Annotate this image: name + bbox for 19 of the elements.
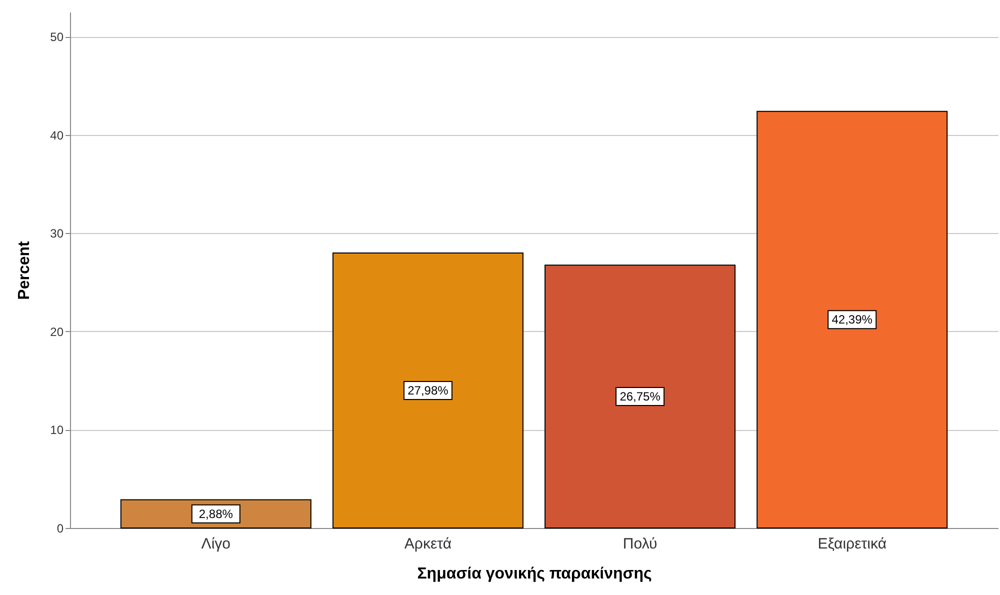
y-tick-label: 30 <box>50 226 64 241</box>
x-tick-label: Αρκετά <box>404 536 452 552</box>
x-tick-label: Εξαιρετικά <box>818 536 887 552</box>
y-tick-label: 40 <box>50 128 64 142</box>
y-tick-label: 20 <box>50 324 64 339</box>
data-label: 42,39% <box>832 312 873 327</box>
x-axis-title: Σημασία γονικής παρακίνησης <box>417 566 652 582</box>
y-axis-title: Percent <box>16 240 34 300</box>
x-tick-label: Λίγο <box>201 536 231 552</box>
data-label: 26,75% <box>620 390 661 404</box>
x-tick-label: Πολύ <box>622 536 658 552</box>
bar <box>544 264 736 528</box>
data-label: 27,98% <box>408 384 449 398</box>
y-tick-label: 0 <box>56 522 64 536</box>
bar <box>332 252 524 528</box>
data-label: 2,88% <box>198 506 234 521</box>
y-tick-label: 10 <box>50 423 64 438</box>
bar <box>756 110 948 528</box>
y-tick-label: 50 <box>50 30 64 44</box>
